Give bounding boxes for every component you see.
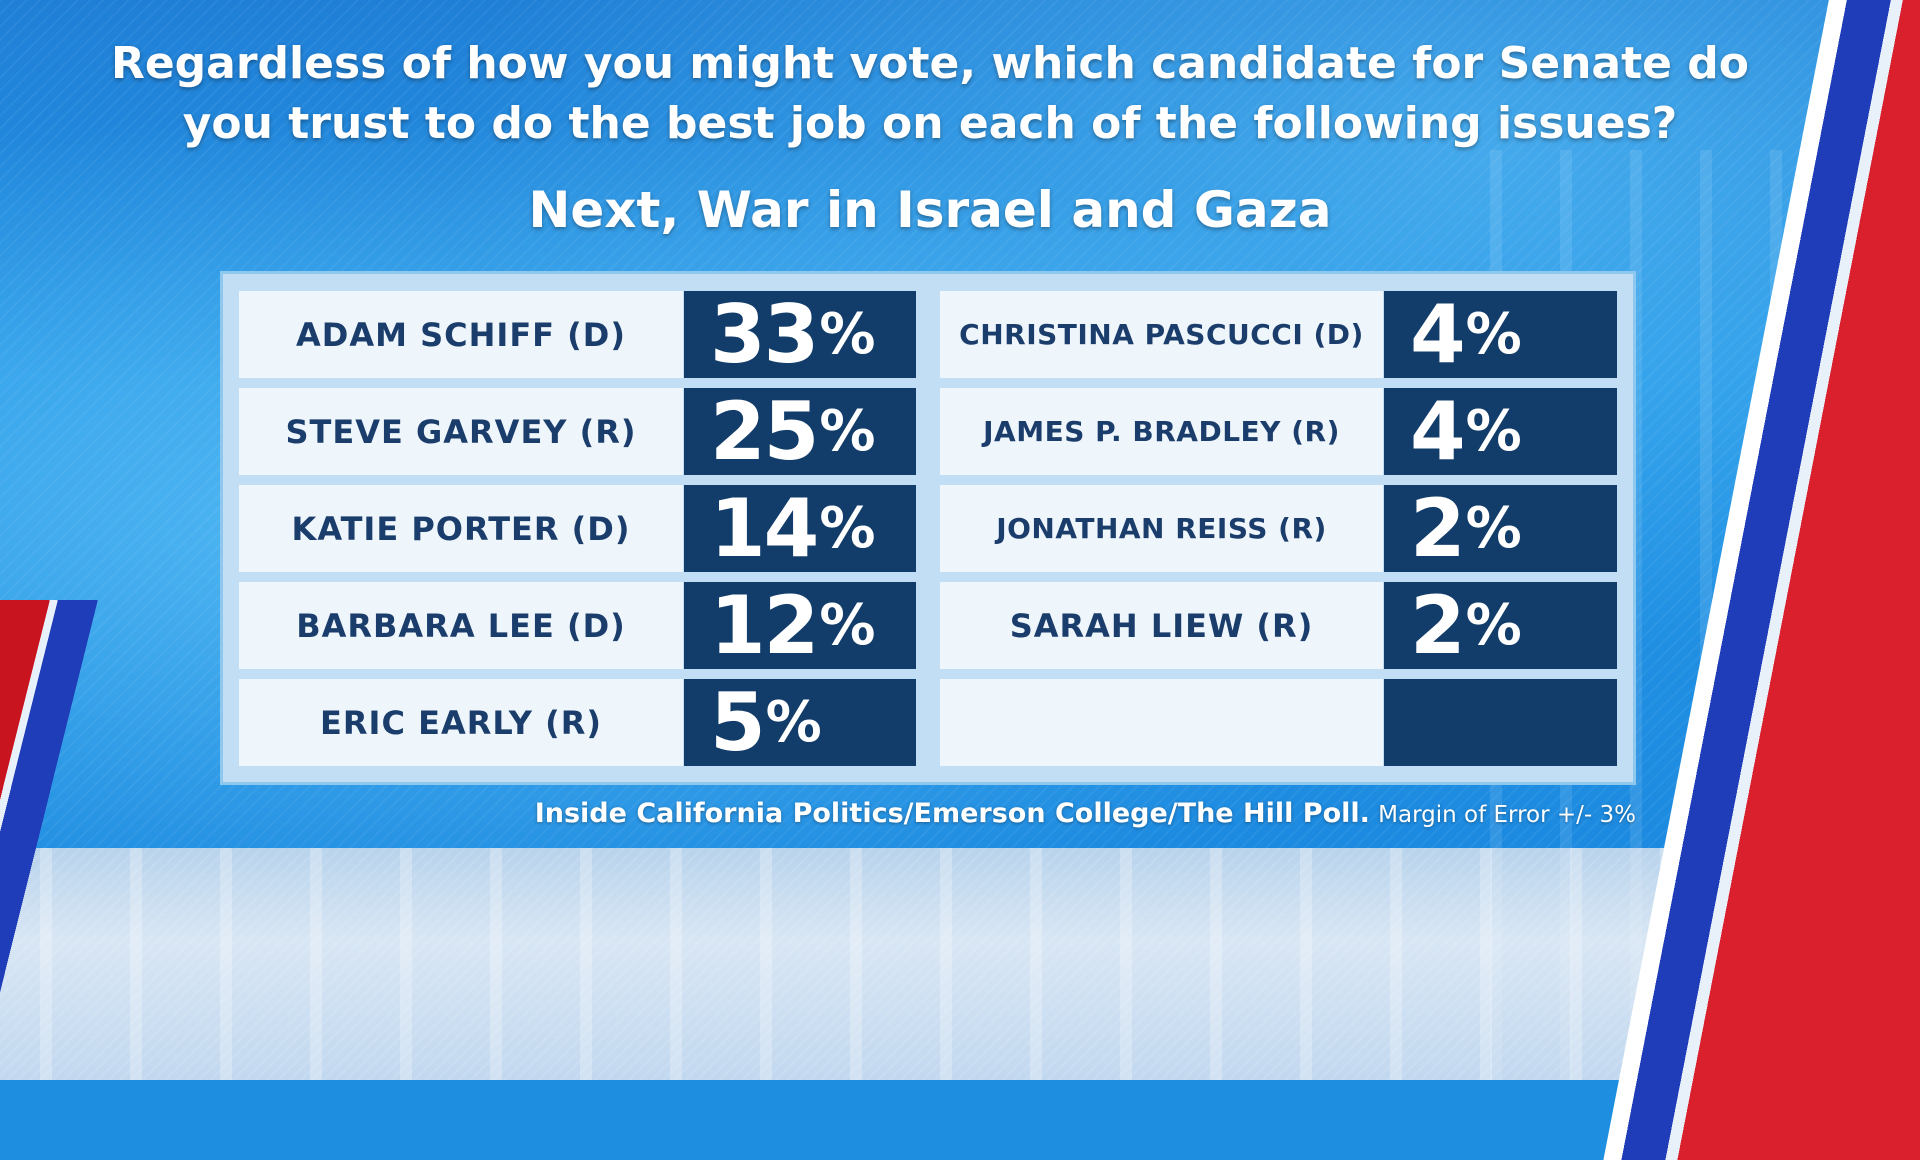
poll-source-name: Inside California Politics/Emerson Colle… [534,798,1370,829]
poll-source: Inside California Politics/Emerson Colle… [400,798,1636,829]
candidate-name: ADAM SCHIFF (D) [239,291,683,378]
candidate-percent: 4% [1384,385,1617,478]
candidate-percent: 25% [684,385,916,478]
candidate-percent: 14% [684,482,916,575]
candidate-name: ERIC EARLY (R) [239,679,683,766]
candidate-name: KATIE PORTER (D) [239,485,683,572]
candidate-name: JONATHAN REISS (R) [940,485,1383,572]
candidate-name: CHRISTINA PASCUCCI (D) [940,291,1383,378]
candidate-name: STEVE GARVEY (R) [239,388,683,475]
candidate-name: BARBARA LEE (D) [239,582,683,669]
margin-of-error: Margin of Error +/- 3% [1378,802,1636,828]
issue-subtitle: Next, War in Israel and Gaza [528,181,1332,239]
empty-name-cell [940,679,1383,766]
candidate-name: JAMES P. BRADLEY (R) [940,388,1383,475]
background-bottom [0,848,1920,1080]
candidate-percent: 33% [684,288,916,381]
candidate-percent: 4% [1384,288,1617,381]
candidate-name: SARAH LIEW (R) [940,582,1383,669]
candidate-percent: 2% [1384,482,1617,575]
candidate-percent: 5% [684,676,916,769]
candidate-percent: 2% [1384,579,1617,672]
question-title: Regardless of how you might vote, which … [110,38,1750,149]
candidate-percent: 12% [684,579,916,672]
empty-percent-cell [1384,679,1617,766]
results-panel: ADAM SCHIFF (D) 33% STEVE GARVEY (R) 25%… [220,271,1636,785]
